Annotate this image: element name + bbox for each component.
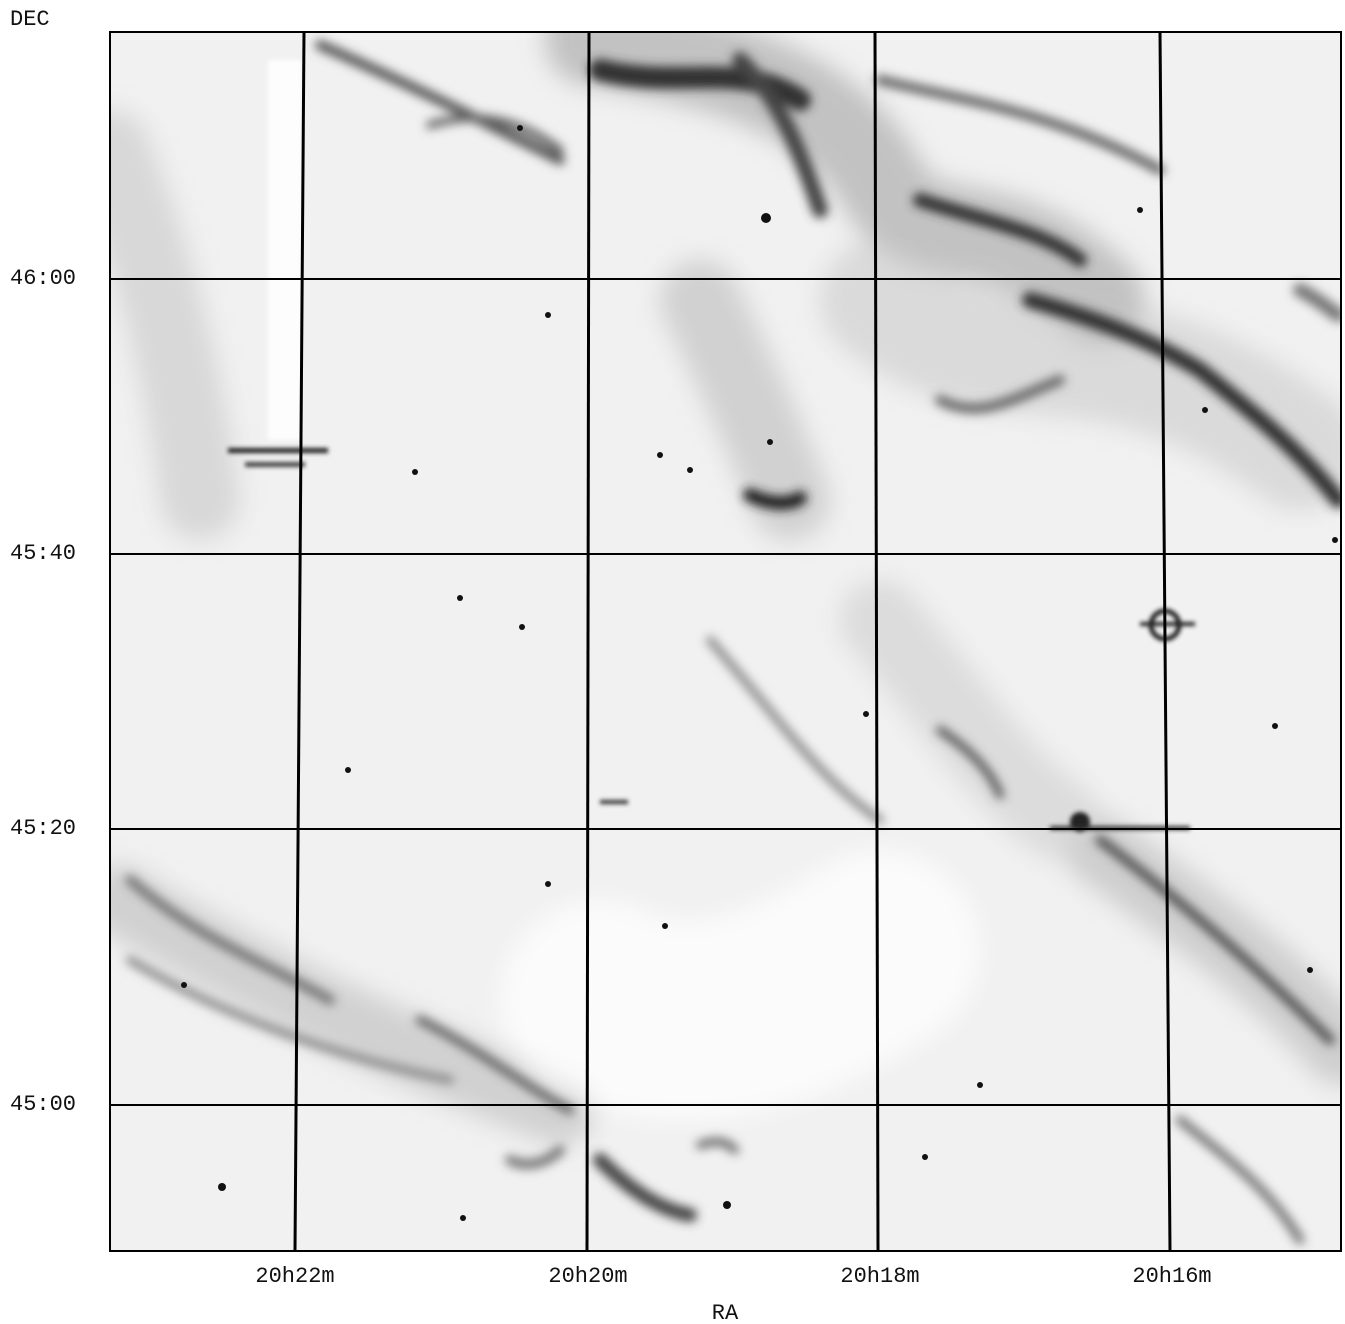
y-tick-label: 45:20 xyxy=(10,816,76,841)
sky-image xyxy=(110,32,1341,1251)
y-tick-label: 45:40 xyxy=(10,541,76,566)
bright-strip xyxy=(268,60,302,440)
y-tick-label: 46:00 xyxy=(10,266,76,291)
x-tick-label: 20h18m xyxy=(840,1264,919,1289)
x-axis-label: RA xyxy=(712,1301,739,1324)
x-tick-label: 20h22m xyxy=(255,1264,334,1289)
x-tick-label: 20h16m xyxy=(1132,1264,1211,1289)
page: DEC 46:00 45:40 45:20 45:00 20h22m 20h20… xyxy=(0,0,1345,1324)
y-tick-label: 45:00 xyxy=(10,1092,76,1117)
sky-image-figure: DEC 46:00 45:40 45:20 45:00 20h22m 20h20… xyxy=(0,0,1345,1324)
grid-line xyxy=(587,32,589,1251)
x-tick-label: 20h20m xyxy=(548,1264,627,1289)
y-axis-label: DEC xyxy=(10,7,50,32)
